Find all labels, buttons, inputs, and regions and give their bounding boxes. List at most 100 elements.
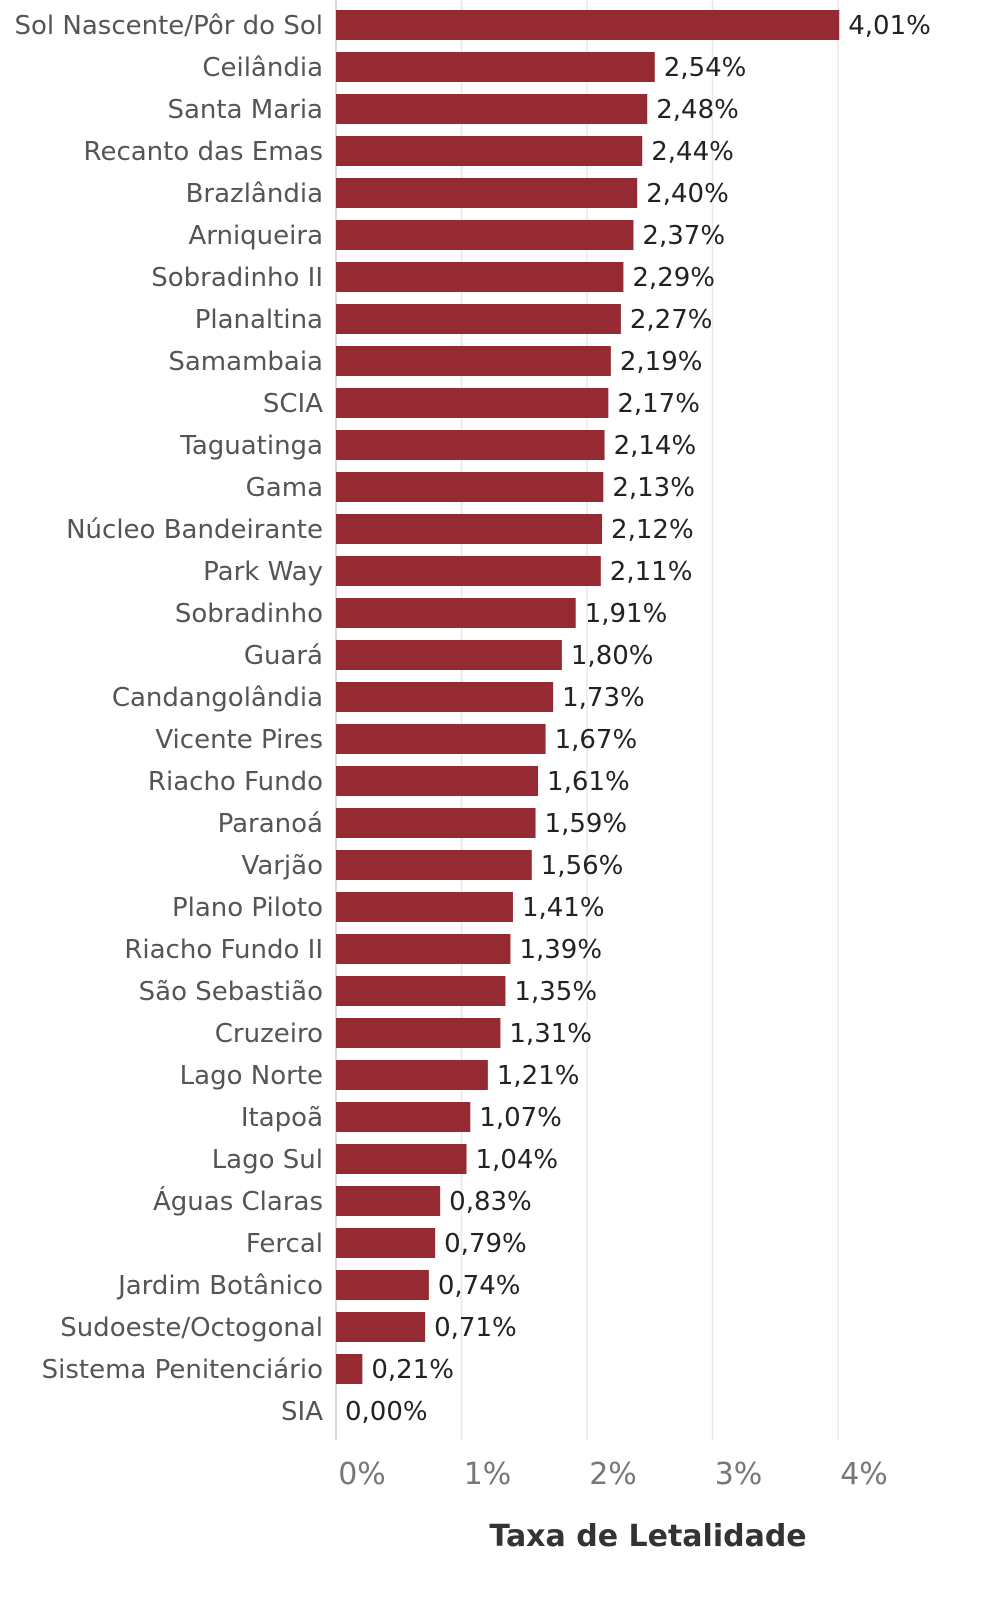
- bar: [336, 1102, 471, 1132]
- category-label: Candangolândia: [112, 683, 323, 713]
- category-label: Arniqueira: [188, 221, 323, 251]
- data-label: 0,71%: [434, 1313, 517, 1343]
- data-label: 2,17%: [617, 389, 700, 419]
- data-label: 1,56%: [541, 851, 624, 881]
- x-tick-label: 1%: [464, 1457, 512, 1492]
- bar: [336, 976, 506, 1006]
- category-label: Águas Claras: [153, 1185, 323, 1217]
- category-label: Cruzeiro: [215, 1019, 323, 1049]
- bar: [336, 388, 609, 418]
- category-label: Itapoã: [241, 1103, 323, 1133]
- x-tick-label: 2%: [589, 1457, 637, 1492]
- data-label: 1,91%: [585, 599, 668, 629]
- data-label: 2,29%: [632, 263, 715, 293]
- x-tick-label: 0%: [338, 1457, 386, 1492]
- x-axis-ticks: 0% 1% 2% 3% 4%: [338, 1457, 888, 1492]
- bar: [336, 10, 840, 40]
- data-label: 2,11%: [610, 557, 693, 587]
- bar: [336, 430, 605, 460]
- bar: [336, 220, 634, 250]
- data-label: 2,27%: [630, 305, 713, 335]
- bar: [336, 136, 643, 166]
- category-label: Taguatinga: [179, 431, 323, 461]
- data-label: 1,80%: [571, 641, 654, 671]
- bar: [336, 682, 554, 712]
- data-label: 2,37%: [642, 221, 725, 251]
- bar: [336, 1312, 426, 1342]
- data-label: 1,73%: [562, 683, 645, 713]
- category-label: Sistema Penitenciário: [42, 1355, 323, 1385]
- bar: [336, 640, 562, 670]
- bar: [336, 1018, 501, 1048]
- bars: [336, 10, 840, 1384]
- bar: [336, 892, 513, 922]
- category-label: Park Way: [203, 557, 323, 587]
- category-label: Planaltina: [195, 305, 323, 335]
- bar: [336, 1060, 488, 1090]
- category-label: Sudoeste/Octogonal: [60, 1313, 323, 1343]
- bar: [336, 556, 601, 586]
- data-label: 4,01%: [848, 11, 931, 41]
- bar: [336, 1228, 436, 1258]
- bar: [336, 1144, 467, 1174]
- category-label: Paranoá: [218, 809, 323, 839]
- category-label: Guará: [244, 641, 323, 671]
- bar: [336, 1270, 429, 1300]
- bar: [336, 304, 621, 334]
- category-label: Ceilândia: [202, 53, 323, 83]
- data-label: 2,13%: [612, 473, 695, 503]
- category-label: Sol Nascente/Pôr do Sol: [15, 11, 323, 41]
- data-label: 1,31%: [509, 1019, 592, 1049]
- category-label: Fercal: [246, 1229, 323, 1259]
- data-label: 1,41%: [522, 893, 605, 923]
- category-label: Gama: [246, 473, 323, 503]
- category-label: Lago Norte: [180, 1061, 323, 1091]
- data-label: 1,61%: [547, 767, 630, 797]
- category-label: SIA: [281, 1397, 323, 1427]
- data-label: 2,12%: [611, 515, 694, 545]
- category-label: Varjão: [242, 851, 323, 881]
- category-label: Vicente Pires: [155, 725, 323, 755]
- x-tick-label: 3%: [715, 1457, 763, 1492]
- category-label: Samambaia: [168, 347, 323, 377]
- bar: [336, 472, 604, 502]
- data-label: 1,67%: [555, 725, 638, 755]
- bar: [336, 52, 655, 82]
- bar: [336, 1354, 363, 1384]
- data-label: 0,83%: [449, 1187, 532, 1217]
- data-label: 1,35%: [514, 977, 597, 1007]
- bar: [336, 850, 532, 880]
- bar: [336, 1186, 441, 1216]
- data-label: 1,04%: [476, 1145, 559, 1175]
- bar: [336, 724, 546, 754]
- gridlines: [335, 0, 839, 1440]
- data-label: 1,39%: [519, 935, 602, 965]
- category-label: Riacho Fundo: [148, 767, 323, 797]
- data-label: 0,21%: [371, 1355, 454, 1385]
- data-label: 1,07%: [479, 1103, 562, 1133]
- category-label: Sobradinho: [175, 599, 323, 629]
- category-label: Sobradinho II: [151, 263, 323, 293]
- bar: [336, 766, 539, 796]
- bar: [336, 262, 624, 292]
- x-tick-label: 4%: [840, 1457, 888, 1492]
- data-label: 0,74%: [438, 1271, 521, 1301]
- category-label: Recanto das Emas: [84, 137, 323, 167]
- category-label: Jardim Botânico: [116, 1271, 323, 1301]
- data-label: 0,00%: [345, 1397, 428, 1427]
- data-label: 1,21%: [497, 1061, 580, 1091]
- data-label: 1,59%: [545, 809, 628, 839]
- x-axis-title: Taxa de Letalidade: [489, 1519, 806, 1554]
- data-label: 2,14%: [614, 431, 697, 461]
- data-label: 0,79%: [444, 1229, 527, 1259]
- bar: [336, 178, 638, 208]
- bar: [336, 808, 536, 838]
- data-label: 2,54%: [664, 53, 747, 83]
- data-label: 2,19%: [620, 347, 703, 377]
- bar: [336, 514, 603, 544]
- category-label: Brazlândia: [186, 179, 323, 209]
- data-label: 2,44%: [651, 137, 734, 167]
- category-labels: Sol Nascente/Pôr do Sol Ceilândia Santa Ma…: [15, 11, 324, 1427]
- category-label: Santa Maria: [167, 95, 323, 125]
